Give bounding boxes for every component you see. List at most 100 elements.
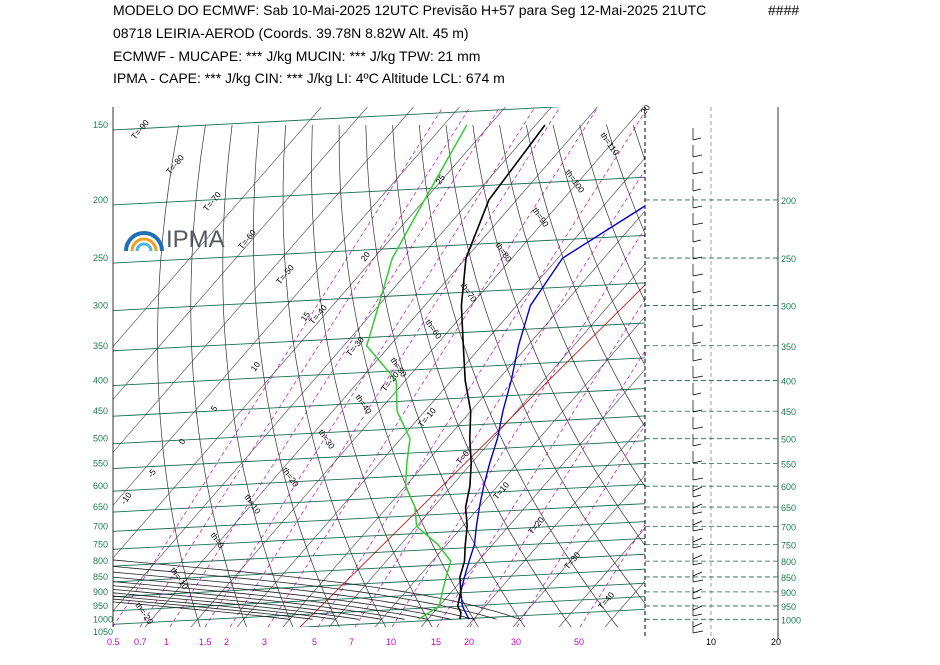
wind-barb-flag bbox=[692, 630, 704, 634]
theta-e-label: 20 bbox=[358, 249, 372, 263]
mixing-ratio-label: 30 bbox=[511, 637, 521, 647]
left-pressure-label: 400 bbox=[93, 376, 108, 386]
isotherm-label: T=-70 bbox=[201, 189, 223, 213]
mixing-ratio-label: 10 bbox=[386, 637, 396, 647]
left-pressure-label: 250 bbox=[93, 253, 108, 263]
header-marker: #### bbox=[768, 2, 800, 18]
dry-adiabat bbox=[445, 124, 645, 604]
mixing-ratio-line bbox=[579, 523, 645, 627]
left-pressure-label: 950 bbox=[93, 601, 108, 611]
wind-barb-flag bbox=[692, 341, 702, 345]
theta-label: th=20 bbox=[280, 465, 301, 489]
mixing-ratio-label: 0.7 bbox=[134, 637, 147, 647]
wind-barb bbox=[692, 400, 703, 413]
mixing-ratio-label: 1 bbox=[164, 637, 169, 647]
wind-barb bbox=[692, 553, 703, 566]
moist-adiabat bbox=[113, 595, 336, 620]
mixing-ratio-line bbox=[317, 111, 645, 627]
theta-e-label: 0 bbox=[176, 436, 187, 446]
isobar-line bbox=[113, 463, 645, 492]
ipma-logo-text: IPMA bbox=[166, 226, 225, 253]
wind-barb bbox=[692, 621, 704, 634]
left-pressure-label: 500 bbox=[93, 434, 108, 444]
dry-adiabat bbox=[418, 124, 619, 627]
wind-barb bbox=[692, 451, 703, 464]
left-pressure-label: 650 bbox=[93, 502, 108, 512]
wind-barb bbox=[692, 587, 703, 600]
wind-barb bbox=[692, 264, 704, 277]
theta-label: th=30 bbox=[316, 427, 337, 451]
wind-barb bbox=[692, 213, 704, 226]
mixing-ratio-label: 5 bbox=[312, 637, 317, 647]
isotherm-line bbox=[374, 316, 645, 627]
theta-label: th=0 bbox=[208, 530, 226, 550]
left-pressure-label: 1050 bbox=[93, 627, 113, 637]
isotherm-label: T=40 bbox=[596, 590, 616, 612]
right-pressure-label: 250 bbox=[781, 254, 796, 264]
wind-barb bbox=[692, 247, 703, 260]
wind-barb-flag bbox=[692, 613, 703, 617]
wind-barb bbox=[692, 366, 704, 379]
mixing-ratio-line bbox=[169, 107, 501, 627]
mixing-ratio-label: 15 bbox=[431, 637, 441, 647]
wind-barb-flag bbox=[692, 537, 703, 543]
isotherm-line bbox=[113, 107, 322, 347]
isobar-line bbox=[113, 357, 645, 386]
wind-axis-label: 10 bbox=[706, 637, 716, 647]
ipma-indices: IPMA - CAPE: *** J/kg CIN: *** J/kg LI: … bbox=[113, 70, 505, 86]
theta-label: th=60 bbox=[423, 317, 444, 341]
right-pressure-label: 600 bbox=[781, 482, 796, 492]
wind-barb-flag bbox=[692, 520, 703, 526]
wind-barb bbox=[692, 434, 702, 447]
left-pressure-label: 700 bbox=[93, 521, 108, 531]
dry-adiabat bbox=[190, 124, 247, 627]
mixing-ratio-line bbox=[354, 169, 645, 627]
left-pressure-label: 200 bbox=[93, 195, 108, 205]
right-pressure-label: 650 bbox=[781, 503, 796, 513]
left-pressure-label: 150 bbox=[93, 120, 108, 130]
wind-barb bbox=[692, 502, 703, 515]
mixing-ratio-label: 0.5 bbox=[107, 637, 120, 647]
isobar-line bbox=[113, 234, 645, 264]
dry-adiabat bbox=[282, 124, 387, 627]
wind-axis-label: 20 bbox=[771, 637, 781, 647]
moist-adiabat bbox=[113, 585, 405, 620]
isotherm-label: T=-80 bbox=[164, 152, 186, 176]
isotherm-line bbox=[328, 263, 645, 627]
isobar-line bbox=[113, 322, 645, 352]
wind-barb-flag bbox=[692, 571, 703, 577]
wind-barb-flag bbox=[692, 494, 702, 498]
wind-barb-flag bbox=[692, 562, 703, 566]
wind-barb bbox=[692, 570, 704, 583]
wind-barb bbox=[692, 315, 704, 328]
wind-barb-flag bbox=[692, 477, 704, 481]
isotherm-line bbox=[190, 107, 644, 627]
wind-barb bbox=[692, 332, 702, 345]
right-pressure-label: 300 bbox=[781, 302, 796, 312]
isotherm-line bbox=[282, 210, 645, 627]
model-run-title: MODELO DO ECMWF: Sab 10-Mai-2025 12UTC P… bbox=[113, 2, 707, 18]
wind-barb-flag bbox=[692, 596, 702, 600]
isotherm-line bbox=[558, 527, 645, 627]
wind-barb-flag bbox=[692, 188, 702, 192]
isotherm-line bbox=[113, 107, 552, 612]
wind-barb-flag bbox=[692, 290, 702, 294]
left-pressure-label: 600 bbox=[93, 481, 108, 491]
dry-adiabat bbox=[552, 124, 645, 366]
ipma-logo: IPMA bbox=[124, 226, 225, 254]
isobar-line bbox=[113, 415, 645, 445]
wind-barb-flag bbox=[692, 392, 702, 396]
right-pressure-label: 700 bbox=[781, 522, 796, 532]
isobar-line bbox=[113, 503, 645, 532]
isobar-line bbox=[113, 388, 645, 417]
theta-label: th=40 bbox=[353, 392, 374, 416]
wind-barb-flag bbox=[692, 545, 702, 549]
wind-barb bbox=[692, 298, 703, 311]
isotherm-line bbox=[466, 421, 645, 627]
theta-e-label: 20 bbox=[638, 102, 652, 116]
theta-e-label: -5 bbox=[145, 467, 158, 479]
left-pressure-label: 850 bbox=[93, 572, 108, 582]
isobar-line bbox=[113, 107, 563, 131]
wind-barb-flag bbox=[692, 307, 703, 311]
